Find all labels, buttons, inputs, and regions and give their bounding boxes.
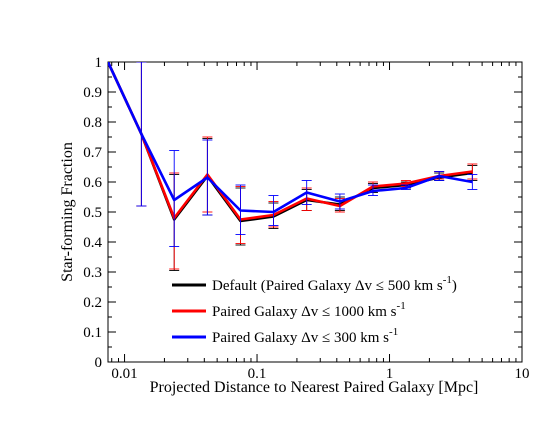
series-group <box>108 62 478 270</box>
legend-superscript: -1 <box>443 274 452 286</box>
legend-entry: Paired Galaxy Δv ≤ 1000 km s-1 <box>212 300 406 320</box>
legend: Default (Paired Galaxy Δv ≤ 500 km s-1)P… <box>172 274 457 346</box>
legend-entry: Default (Paired Galaxy Δv ≤ 500 km s-1) <box>212 274 457 294</box>
legend-label: Paired Galaxy Δv ≤ 1000 km s <box>212 304 397 320</box>
series-group <box>108 62 478 271</box>
y-tick-label: 0 <box>95 355 103 371</box>
series-line <box>108 62 473 223</box>
y-tick-label: 0.6 <box>83 175 102 191</box>
x-tick-label: 1 <box>386 366 394 382</box>
y-tick-label: 0.8 <box>83 115 102 131</box>
series-line <box>108 62 473 214</box>
y-tick-label: 0.5 <box>83 205 102 221</box>
legend-entry: Paired Galaxy Δv ≤ 300 km s-1 <box>212 326 398 346</box>
y-axis-title: Star-forming Fraction <box>59 142 76 282</box>
x-tick-label: 10 <box>515 366 530 382</box>
y-tick-label: 0.7 <box>83 145 102 161</box>
y-tick-label: 0.1 <box>83 325 102 341</box>
y-tick-label: 0.9 <box>83 85 102 101</box>
legend-suffix: ) <box>452 278 457 294</box>
axes: 0 0.1 0.2 0.3 0.4 0.5 0.6 0.7 0.8 0.9 1 0.01 0.1 1 10 <box>83 55 529 382</box>
series-line <box>108 62 473 221</box>
legend-label: Paired Galaxy Δv ≤ 300 km s <box>212 330 389 346</box>
x-axis-title: Projected Distance to Nearest Paired Gal… <box>150 379 479 396</box>
series-layer <box>108 62 478 271</box>
legend-label: Default (Paired Galaxy Δv ≤ 500 km s <box>212 278 443 294</box>
x-tick-label: 0.01 <box>111 366 137 382</box>
y-tick-label: 1 <box>95 55 103 71</box>
legend-superscript: -1 <box>389 326 398 338</box>
y-tick-label: 0.4 <box>83 235 102 251</box>
legend-superscript: -1 <box>397 300 406 312</box>
series-group <box>108 62 478 247</box>
x-tick-label: 0.1 <box>248 366 267 382</box>
y-tick-label: 0.2 <box>83 295 102 311</box>
y-tick-label: 0.3 <box>83 265 102 281</box>
